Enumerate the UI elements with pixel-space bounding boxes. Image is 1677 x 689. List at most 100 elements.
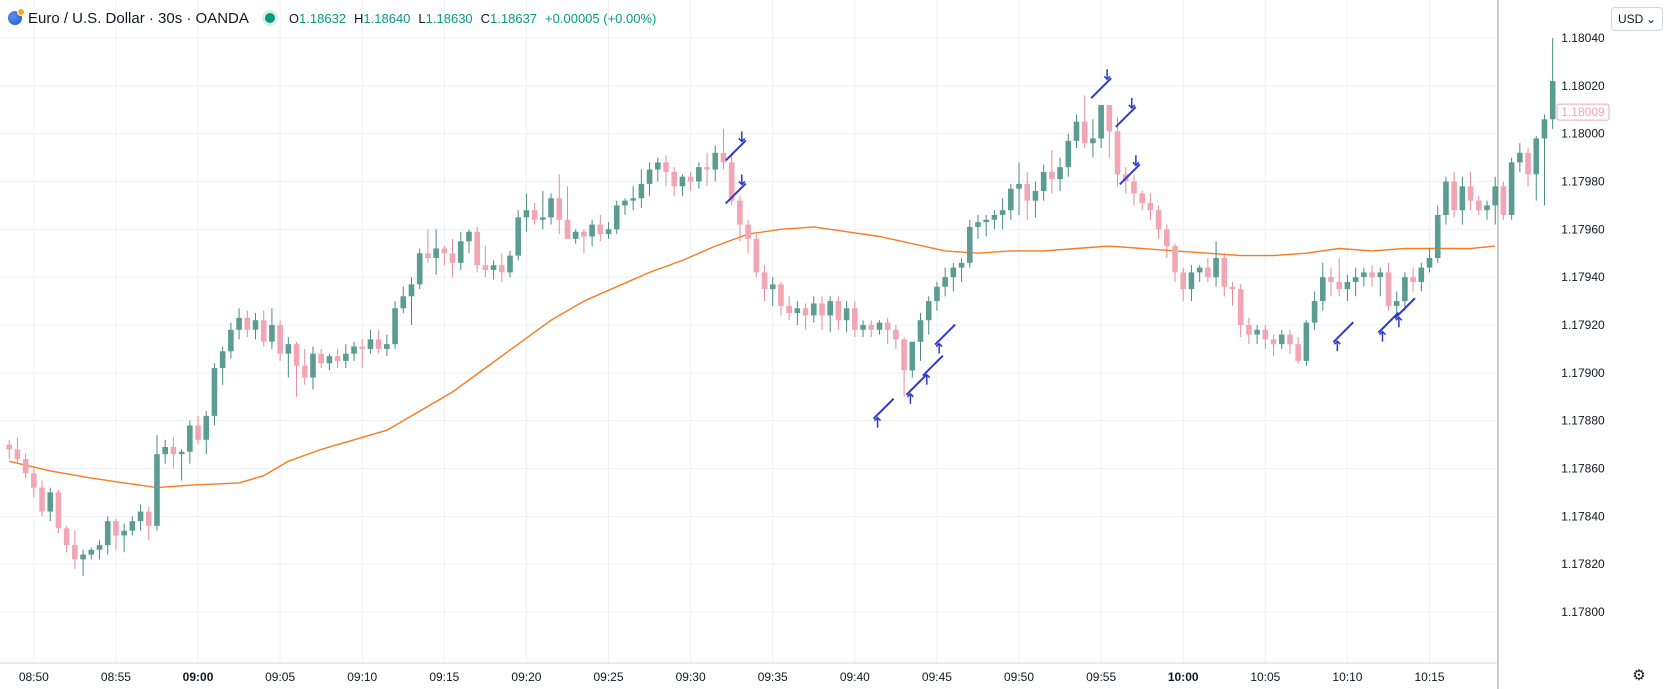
arrow-head xyxy=(1132,161,1140,167)
candle-up xyxy=(950,267,957,278)
time-axis: 08:50 08:55 09:00 09:05 09:10 09:15 09:20 09:25… xyxy=(19,670,1445,684)
time-axis-label: 08:50 xyxy=(19,670,49,684)
candle-up xyxy=(622,200,628,206)
candle-up xyxy=(1090,138,1096,144)
candle-up xyxy=(129,521,136,531)
candle-down xyxy=(1106,104,1113,132)
candle-down xyxy=(72,545,78,560)
candle-up xyxy=(1426,258,1433,268)
open-value: 1.18632 xyxy=(299,10,347,26)
arrow-head xyxy=(1128,104,1136,109)
candle-up xyxy=(104,521,111,546)
arrow-head xyxy=(1378,330,1387,336)
candle-up xyxy=(515,217,522,256)
symbol-logo-icon[interactable] xyxy=(8,8,25,25)
candle-up xyxy=(572,231,579,239)
candle-down xyxy=(318,353,324,364)
candle-up xyxy=(1278,334,1285,345)
candle-down xyxy=(31,473,37,488)
candle-up xyxy=(269,325,275,342)
candle-up xyxy=(416,253,423,285)
grid-lines xyxy=(0,0,1498,663)
candle-down xyxy=(1336,281,1343,290)
time-axis-label: 10:00 xyxy=(1168,670,1199,684)
candle-up xyxy=(860,325,866,330)
drawn-trend-stroke xyxy=(1394,297,1416,319)
candle-up xyxy=(211,368,218,416)
candle-up xyxy=(540,217,546,220)
candle-up xyxy=(392,308,398,345)
symbol-title[interactable]: Euro / U.S. Dollar · 30s · OANDA xyxy=(28,9,249,27)
price-axis-label: 1.17820 xyxy=(1561,557,1605,571)
candle-up xyxy=(646,169,653,184)
candle-up xyxy=(1393,301,1400,306)
candle-up xyxy=(843,308,850,321)
candle-down xyxy=(1475,200,1482,211)
candle-down xyxy=(1229,286,1236,290)
candle-up xyxy=(1098,104,1104,139)
candle-down xyxy=(720,152,727,163)
time-axis-label: 09:25 xyxy=(594,670,624,684)
candle-up xyxy=(367,339,374,349)
time-axis-label: 09:30 xyxy=(676,670,706,684)
arrow-up-icon xyxy=(934,323,956,354)
price-axis-label: 1.18000 xyxy=(1561,127,1605,141)
arrow-head xyxy=(906,392,914,398)
candle-down xyxy=(63,528,70,546)
candle-up xyxy=(991,214,998,220)
candle-up xyxy=(343,353,349,361)
moving-average-line xyxy=(9,226,1496,489)
candle-up xyxy=(1541,119,1548,139)
candle-up xyxy=(1484,205,1490,211)
candle-up xyxy=(1311,301,1318,323)
candle-up xyxy=(605,229,612,235)
candle-down xyxy=(737,200,743,225)
gear-icon[interactable]: ⚙ xyxy=(1632,667,1646,684)
time-axis-label: 10:05 xyxy=(1250,670,1280,684)
time-axis-label: 09:35 xyxy=(758,670,788,684)
candle-down xyxy=(901,339,907,371)
candle-up xyxy=(1434,214,1441,259)
candle-down xyxy=(802,308,809,316)
price-axis-label: 1.17840 xyxy=(1561,509,1605,523)
candle-down xyxy=(687,176,694,182)
drawn-trend-stroke xyxy=(872,398,895,420)
candle-down xyxy=(293,344,300,366)
candle-up xyxy=(47,492,54,512)
candle-up xyxy=(909,341,916,371)
candle-up xyxy=(589,224,595,237)
candle-up xyxy=(162,446,168,455)
time-axis-label: 09:00 xyxy=(183,670,214,684)
candle-down xyxy=(663,162,669,172)
candle-up xyxy=(1492,186,1499,206)
currency-button[interactable]: USD ⌄ xyxy=(1611,7,1663,31)
ohlc-values: O1.18632 H1.18640 L1.18630 C1.18637 +0.0… xyxy=(289,11,656,26)
arrow-down-icon xyxy=(1119,155,1141,186)
arrow-head xyxy=(1395,316,1403,321)
candle-up xyxy=(654,162,661,170)
price-axis-label: 1.17960 xyxy=(1561,222,1605,236)
candle-up xyxy=(925,301,932,321)
candle-up xyxy=(433,248,439,259)
candle-down xyxy=(581,231,587,237)
drawn-trend-stroke xyxy=(922,354,944,377)
candle-up xyxy=(384,344,390,349)
candle-up xyxy=(187,425,193,452)
candle-down xyxy=(39,487,45,512)
candle-down xyxy=(6,444,12,450)
candle-down xyxy=(1172,246,1178,273)
candle-up xyxy=(1213,258,1219,278)
price-axis-label: 1.17900 xyxy=(1561,366,1605,380)
high-key: H xyxy=(354,10,364,26)
time-axis-label: 09:50 xyxy=(1004,670,1034,684)
candle-up xyxy=(80,554,86,560)
candle-down xyxy=(786,305,792,314)
market-status-icon[interactable] xyxy=(264,13,275,23)
drawn-trend-stroke xyxy=(1115,106,1137,128)
candle-down xyxy=(1205,267,1211,278)
candle-down xyxy=(704,167,710,170)
candle-down xyxy=(499,265,505,273)
drawn-trend-stroke xyxy=(1090,77,1112,99)
candle-up xyxy=(1320,277,1326,302)
